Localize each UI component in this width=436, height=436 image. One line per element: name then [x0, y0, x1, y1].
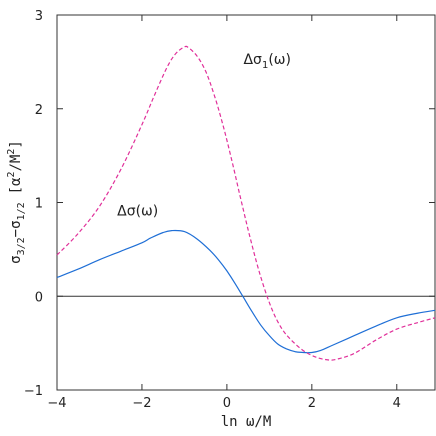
series-line-0 [56, 229, 436, 354]
y-title-unit: [α [8, 177, 24, 194]
y-axis-title: σ3/2−σ1/2[α2/M2] [6, 140, 27, 264]
axis-ticks: −4 −2 0 2 4 −1 0 1 2 3 [24, 9, 435, 411]
y-tick-label: −1 [24, 384, 43, 399]
y-title-unit2: /M [8, 155, 24, 172]
y-title-sup: 2 [6, 172, 17, 178]
y-title-sub2: 1/2 [16, 202, 27, 220]
plot-frame [56, 14, 436, 391]
annotation-layer: Δσ1(ω) Δσ(ω) [117, 52, 291, 220]
y-tick-label: 0 [35, 290, 43, 305]
y-title-main: σ [8, 255, 24, 263]
series-line-1 [56, 45, 436, 361]
y-tick-label: 3 [35, 9, 43, 24]
x-tick-label: 2 [308, 396, 316, 411]
series-annotation-0: Δσ1(ω) [243, 52, 290, 71]
y-title-sub1: 3/2 [16, 237, 27, 255]
x-tick-label: 4 [393, 396, 401, 411]
x-axis-title: ln ω/M [221, 414, 272, 430]
x-tick-label: −2 [132, 396, 151, 411]
series-annotation-1: Δσ(ω) [117, 204, 158, 220]
y-title-sup2: 2 [6, 149, 17, 155]
x-tick-label: 0 [223, 396, 231, 411]
y-title-end: ] [8, 140, 24, 148]
y-title-mid: −σ [8, 220, 24, 237]
series-layer [56, 45, 436, 361]
x-tick-label: −4 [47, 396, 66, 411]
y-tick-label: 2 [35, 103, 43, 118]
y-tick-label: 1 [35, 197, 43, 212]
